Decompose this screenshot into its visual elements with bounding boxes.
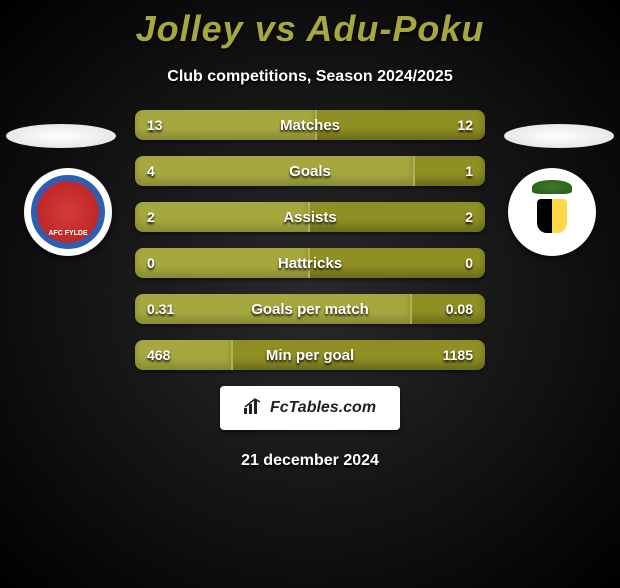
stat-label: Goals per match — [135, 294, 485, 324]
comparison-area: AFC FYLDE 13 Matches 12 4 Goals 1 2 Assi… — [0, 110, 620, 470]
stat-row-goals: 4 Goals 1 — [135, 156, 485, 186]
stat-row-gpm: 0.31 Goals per match 0.08 — [135, 294, 485, 324]
player1-pad — [6, 124, 116, 148]
subtitle: Club competitions, Season 2024/2025 — [0, 68, 620, 86]
stat-right-value: 1 — [465, 156, 473, 186]
stats-table: 13 Matches 12 4 Goals 1 2 Assists 2 0 Ha… — [135, 110, 485, 370]
brand-text: FcTables.com — [270, 399, 376, 417]
player2-pad — [504, 124, 614, 148]
player2-name: Adu-Poku — [306, 8, 484, 49]
footer-date: 21 december 2024 — [0, 452, 620, 470]
page-title: Jolley vs Adu-Poku — [0, 8, 620, 50]
player1-name: Jolley — [136, 8, 244, 49]
team1-badge: AFC FYLDE — [24, 168, 112, 256]
stat-row-matches: 13 Matches 12 — [135, 110, 485, 140]
stat-label: Goals — [135, 156, 485, 186]
stat-label: Hattricks — [135, 248, 485, 278]
stat-row-assists: 2 Assists 2 — [135, 202, 485, 232]
team1-label: AFC FYLDE — [48, 230, 87, 237]
stat-row-hattricks: 0 Hattricks 0 — [135, 248, 485, 278]
stat-row-mpg: 468 Min per goal 1185 — [135, 340, 485, 370]
team2-shield — [537, 199, 567, 233]
stat-right-value: 0.08 — [446, 294, 473, 324]
team2-crest — [514, 174, 590, 250]
team2-badge — [508, 168, 596, 256]
stat-label: Assists — [135, 202, 485, 232]
stat-right-value: 1185 — [443, 340, 473, 370]
vs-label: vs — [255, 8, 297, 49]
stat-label: Min per goal — [135, 340, 485, 370]
team2-crest-top — [532, 180, 572, 194]
stat-right-value: 0 — [465, 248, 473, 278]
stat-right-value: 2 — [465, 202, 473, 232]
stat-label: Matches — [135, 110, 485, 140]
chart-icon — [244, 398, 264, 419]
brand-logo[interactable]: FcTables.com — [220, 386, 400, 430]
team1-crest: AFC FYLDE — [31, 175, 105, 249]
stat-right-value: 12 — [457, 110, 473, 140]
